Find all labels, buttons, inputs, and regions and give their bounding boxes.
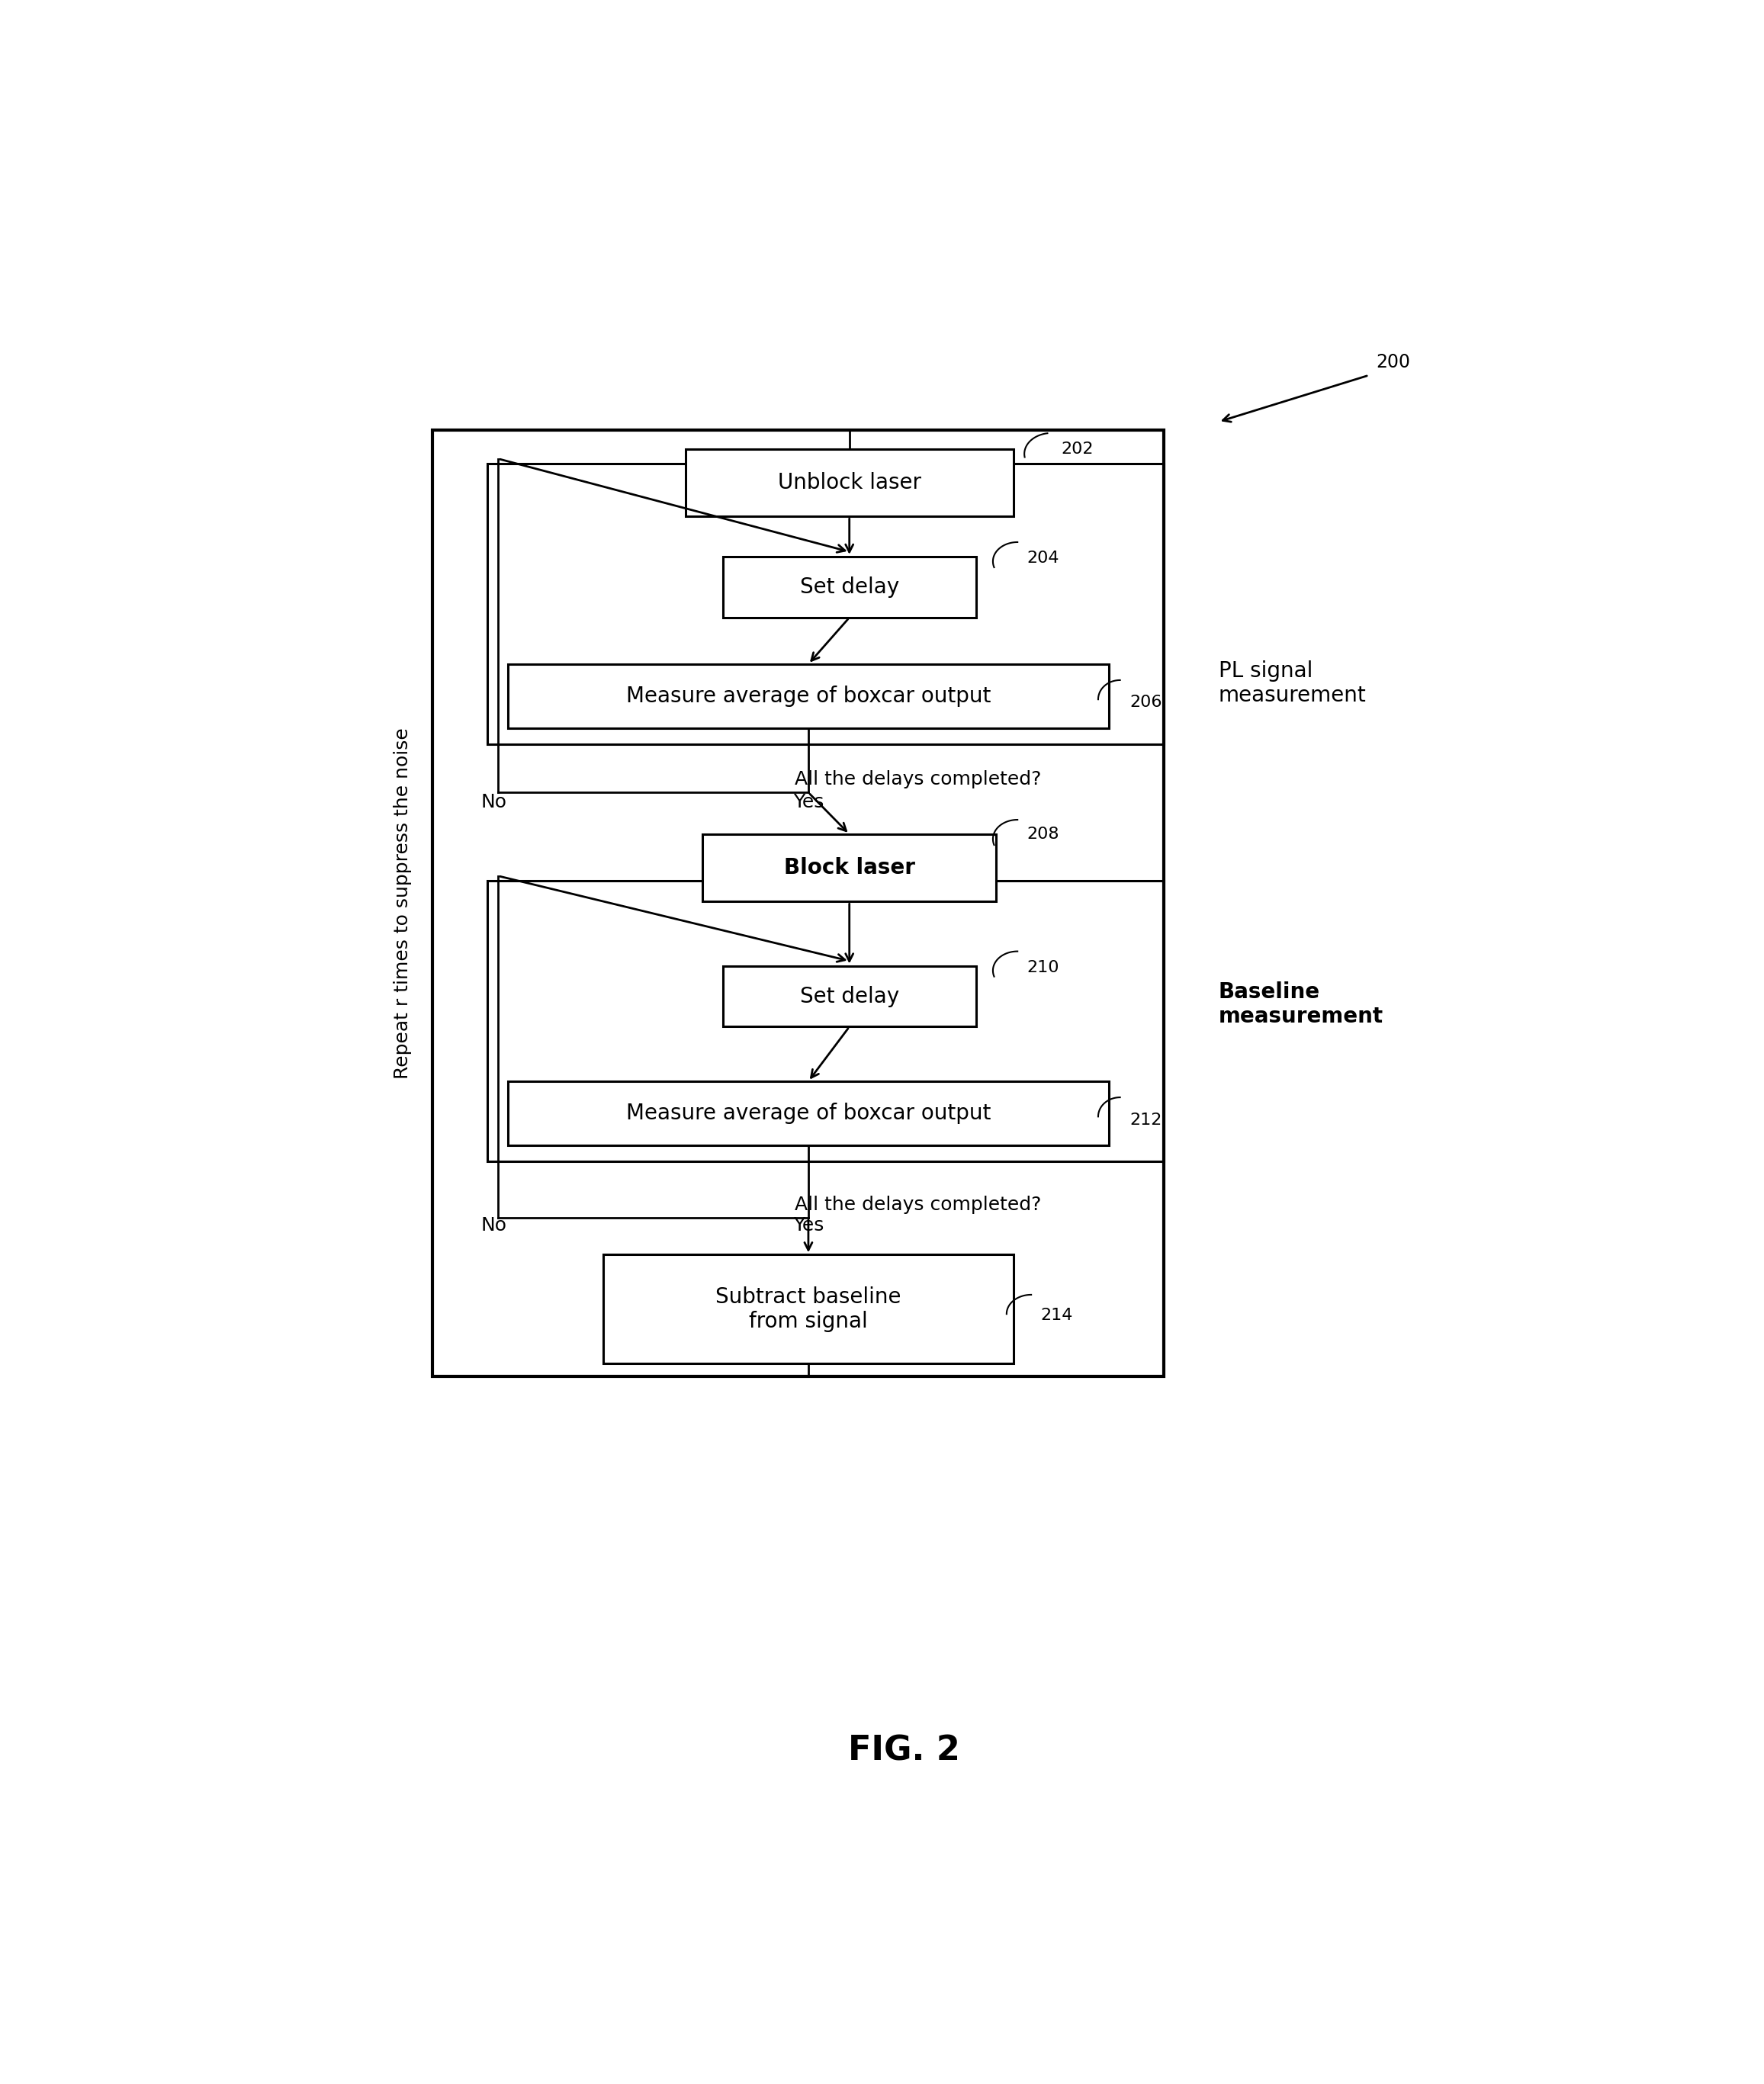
Text: Set delay: Set delay [799,577,900,598]
FancyBboxPatch shape [508,665,1110,727]
Text: Repeat r times to suppress the noise: Repeat r times to suppress the noise [393,727,411,1080]
Text: 200: 200 [1376,354,1409,371]
Text: 204: 204 [1027,550,1060,565]
Text: Set delay: Set delay [799,986,900,1007]
FancyBboxPatch shape [723,965,975,1027]
Text: Yes: Yes [794,792,824,811]
Text: 208: 208 [1027,827,1060,842]
Text: Measure average of boxcar output: Measure average of boxcar output [626,1102,991,1123]
FancyBboxPatch shape [684,448,1014,517]
Text: No: No [482,1217,506,1236]
Text: Measure average of boxcar output: Measure average of boxcar output [626,686,991,706]
Text: PL signal
measurement: PL signal measurement [1219,661,1367,706]
Text: FIG. 2: FIG. 2 [848,1734,960,1767]
FancyBboxPatch shape [702,834,997,902]
Text: Subtract baseline
from signal: Subtract baseline from signal [716,1286,901,1332]
Text: 214: 214 [1041,1309,1073,1323]
Text: All the delays completed?: All the delays completed? [794,1196,1041,1215]
Text: Yes: Yes [794,1217,824,1236]
FancyBboxPatch shape [603,1255,1014,1363]
Text: 206: 206 [1129,694,1162,711]
FancyBboxPatch shape [508,1082,1110,1146]
Text: 210: 210 [1027,961,1060,975]
Text: Baseline
measurement: Baseline measurement [1219,982,1383,1027]
Text: Block laser: Block laser [783,857,916,879]
Text: No: No [482,792,506,811]
Text: All the delays completed?: All the delays completed? [794,771,1041,788]
FancyBboxPatch shape [723,556,975,617]
Text: 202: 202 [1062,442,1094,456]
Text: 212: 212 [1129,1113,1162,1127]
Text: Unblock laser: Unblock laser [778,473,921,494]
